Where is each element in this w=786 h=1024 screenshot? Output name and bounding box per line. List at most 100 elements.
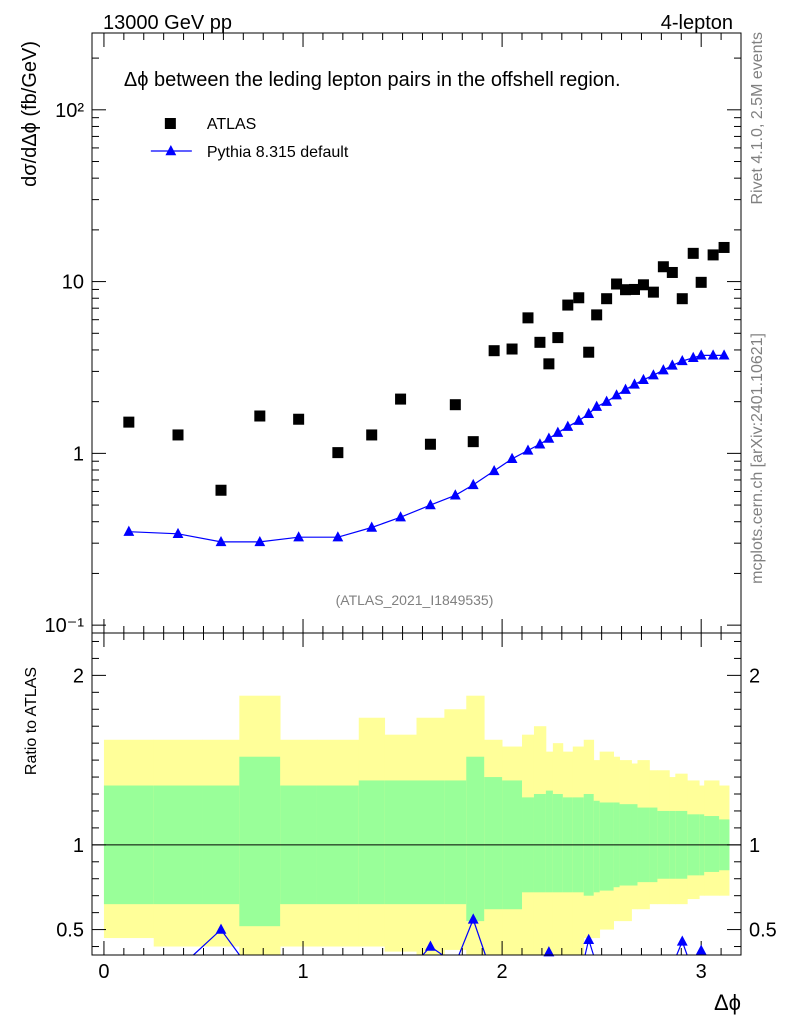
pythia-point (707, 349, 719, 360)
ratio-panel-frame (91, 632, 742, 956)
energy-label: 13000 GeV pp (103, 12, 232, 34)
ratio-stat-band (593, 800, 601, 893)
pythia-point (543, 432, 555, 443)
ratio-stat-band (545, 790, 554, 893)
pythia-point (620, 383, 631, 394)
pythia-point (123, 525, 135, 536)
atlas-point (637, 279, 649, 291)
pythia-point (395, 511, 406, 522)
x-tick-label: 3 (696, 961, 707, 983)
atlas-point (573, 292, 585, 304)
atlas-point (522, 312, 534, 324)
pythia-point (601, 395, 613, 406)
atlas-point (666, 266, 678, 278)
ratio-pythia-point (543, 946, 555, 957)
pythia-point (366, 521, 378, 532)
main-y-tick-label: 10 (62, 272, 84, 294)
pythia-point (611, 389, 622, 400)
pythia-point (467, 478, 479, 490)
pythia-point (425, 499, 436, 510)
ratio-stat-band (444, 780, 467, 905)
ratio-uncertainty-bands (103, 695, 730, 955)
pythia-point (583, 407, 595, 418)
pythia-point (629, 378, 640, 389)
ratio-series-layer (192, 913, 707, 957)
pythia-point (591, 400, 603, 411)
main-y-tick-label: 1 (73, 443, 84, 465)
atlas-point (591, 309, 603, 321)
main-y-axis-label: dσ/dΔϕ (fb/GeV) (19, 41, 41, 187)
x-tick-label: 1 (297, 961, 308, 983)
atlas-point (467, 436, 479, 448)
mcplots-side-label: mcplots.cern.ch [arXiv:2401.10621] (749, 333, 766, 584)
atlas-point (172, 429, 184, 441)
atlas-point (628, 283, 640, 295)
ratio-stat-band (466, 756, 485, 922)
atlas-point (601, 293, 613, 305)
atlas-point (424, 438, 436, 450)
legend-atlas-marker (164, 118, 176, 129)
pythia-point (534, 438, 546, 449)
atlas-point (123, 416, 135, 428)
ratio-y-axis-label: Ratio to ATLAS (23, 667, 40, 775)
atlas-point (215, 484, 227, 496)
legend-atlas-label: ATLAS (207, 116, 257, 133)
legend-pythia-label: Pythia 8.315 default (207, 144, 349, 161)
atlas-point (332, 447, 344, 459)
pythia-point (449, 489, 461, 500)
atlas-point (647, 286, 659, 298)
atlas-point (707, 249, 719, 261)
pythia-point (254, 535, 266, 547)
ratio-y-tick-label-right: 2 (749, 665, 760, 687)
atlas-point (620, 284, 632, 296)
ratio-y-tick-label-right: 0.5 (749, 920, 777, 942)
ratio-axis-ticks: 0.5 0.5 1 1 2 2 0 1 2 3 (56, 633, 777, 983)
pythia-point (676, 354, 688, 366)
atlas-point (562, 299, 574, 311)
atlas-point (552, 332, 564, 344)
atlas-point (611, 278, 623, 290)
ratio-stat-band (358, 780, 386, 905)
pythia-point (666, 359, 678, 370)
ratio-pythia-point (695, 944, 707, 955)
ratio-y-tick-label-left: 0.5 (56, 920, 84, 942)
atlas-point (395, 393, 407, 405)
ratio-pythia-point (215, 923, 227, 934)
pythia-point (562, 420, 574, 431)
ratio-y-tick-label-left: 1 (73, 835, 84, 857)
pythia-point (657, 364, 669, 375)
atlas-point (449, 399, 461, 411)
main-series-layer (123, 241, 730, 547)
atlas-point (676, 293, 688, 305)
ratio-stat-band (239, 756, 281, 927)
pythia-point (293, 531, 305, 542)
atlas-point (488, 345, 500, 357)
legend: ATLAS Pythia 8.315 default (150, 116, 349, 161)
atlas-point (543, 358, 555, 370)
ratio-y-tick-label-right: 1 (749, 835, 760, 857)
ratio-pythia-point (467, 913, 479, 924)
main-y-tick-label: 10⁻¹ (45, 615, 85, 637)
pythia-point (506, 452, 518, 463)
ratio-stat-band (533, 794, 547, 893)
pythia-point (552, 426, 564, 437)
main-axis-ticks: 10⁻¹ 1 10 10² (45, 33, 741, 637)
pythia-point (718, 349, 730, 360)
analysis-label: (ATLAS_2021_I1849535) (336, 592, 494, 608)
pythia-point (648, 369, 659, 380)
ratio-y-tick-label-left: 2 (73, 665, 84, 687)
atlas-point (687, 247, 699, 259)
atlas-point (695, 276, 707, 288)
x-tick-label: 0 (98, 961, 109, 983)
ratio-stat-band (416, 780, 445, 905)
pythia-line (128, 354, 725, 543)
atlas-point (506, 343, 518, 355)
atlas-point (254, 410, 266, 422)
ratio-pythia-point (676, 935, 688, 946)
pythia-point (638, 373, 649, 385)
ratio-pythia-point (583, 933, 595, 944)
pythia-point (695, 349, 707, 360)
x-axis-label: Δϕ (714, 990, 741, 1015)
atlas-point (657, 261, 669, 273)
